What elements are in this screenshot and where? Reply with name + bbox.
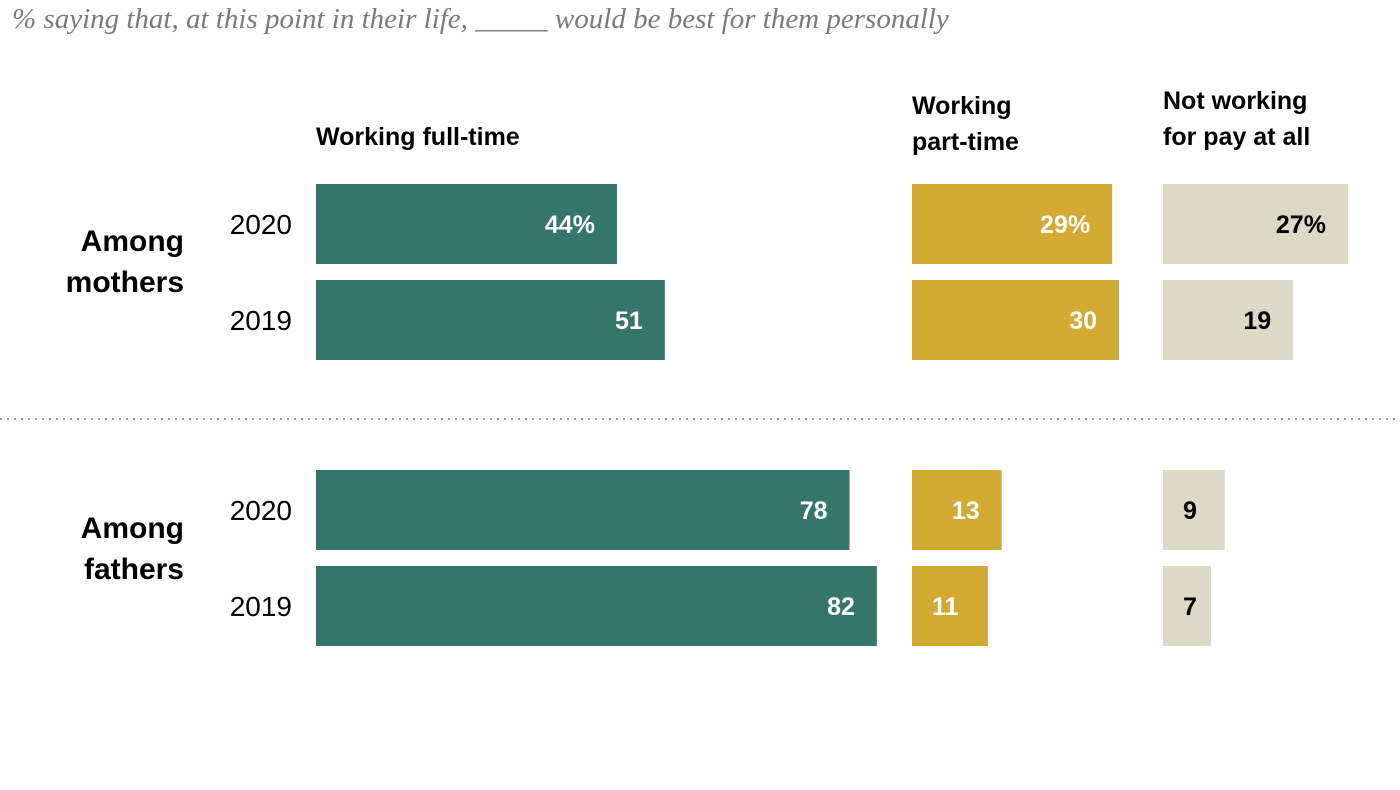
bar-not-working <box>1163 470 1225 550</box>
column-header-full-time: Working full-time <box>316 123 520 151</box>
column-header-not-working: for pay at all <box>1163 123 1310 151</box>
value-label: 82 <box>827 593 855 621</box>
bar-not-working <box>1163 280 1294 360</box>
bar-full-time <box>316 470 850 550</box>
value-label: 44% <box>545 211 595 239</box>
bar-full-time <box>316 566 877 646</box>
year-label: 2019 <box>230 305 292 336</box>
group-label: Among <box>81 512 184 545</box>
value-label: 11 <box>932 593 959 621</box>
bar-part-time <box>912 184 1113 264</box>
group-label: mothers <box>66 266 184 299</box>
group-label: fathers <box>84 553 184 586</box>
value-label: 29% <box>1040 211 1090 239</box>
bar-not-working <box>1163 566 1211 646</box>
column-header-not-working: Not working <box>1163 87 1307 115</box>
value-label: 7 <box>1183 593 1197 621</box>
group-label: Among <box>81 225 184 258</box>
bar-full-time <box>316 280 665 360</box>
bar-part-time <box>912 470 1002 550</box>
value-label: 13 <box>952 497 980 525</box>
column-header-part-time: Working <box>912 92 1012 120</box>
chart-subtitle: % saying that, at this point in their li… <box>12 3 949 35</box>
year-label: 2019 <box>230 591 292 622</box>
year-label: 2020 <box>230 209 292 240</box>
value-label: 51 <box>615 307 643 335</box>
value-label: 9 <box>1183 497 1197 525</box>
value-label: 19 <box>1243 307 1271 335</box>
value-label: 30 <box>1069 307 1097 335</box>
value-label: 78 <box>800 497 828 525</box>
year-label: 2020 <box>230 495 292 526</box>
value-label: 27% <box>1276 211 1326 239</box>
bar-not-working <box>1163 184 1348 264</box>
bar-part-time <box>912 280 1119 360</box>
bar-full-time <box>316 184 617 264</box>
column-header-part-time: part-time <box>912 128 1019 156</box>
bar-part-time <box>912 566 988 646</box>
